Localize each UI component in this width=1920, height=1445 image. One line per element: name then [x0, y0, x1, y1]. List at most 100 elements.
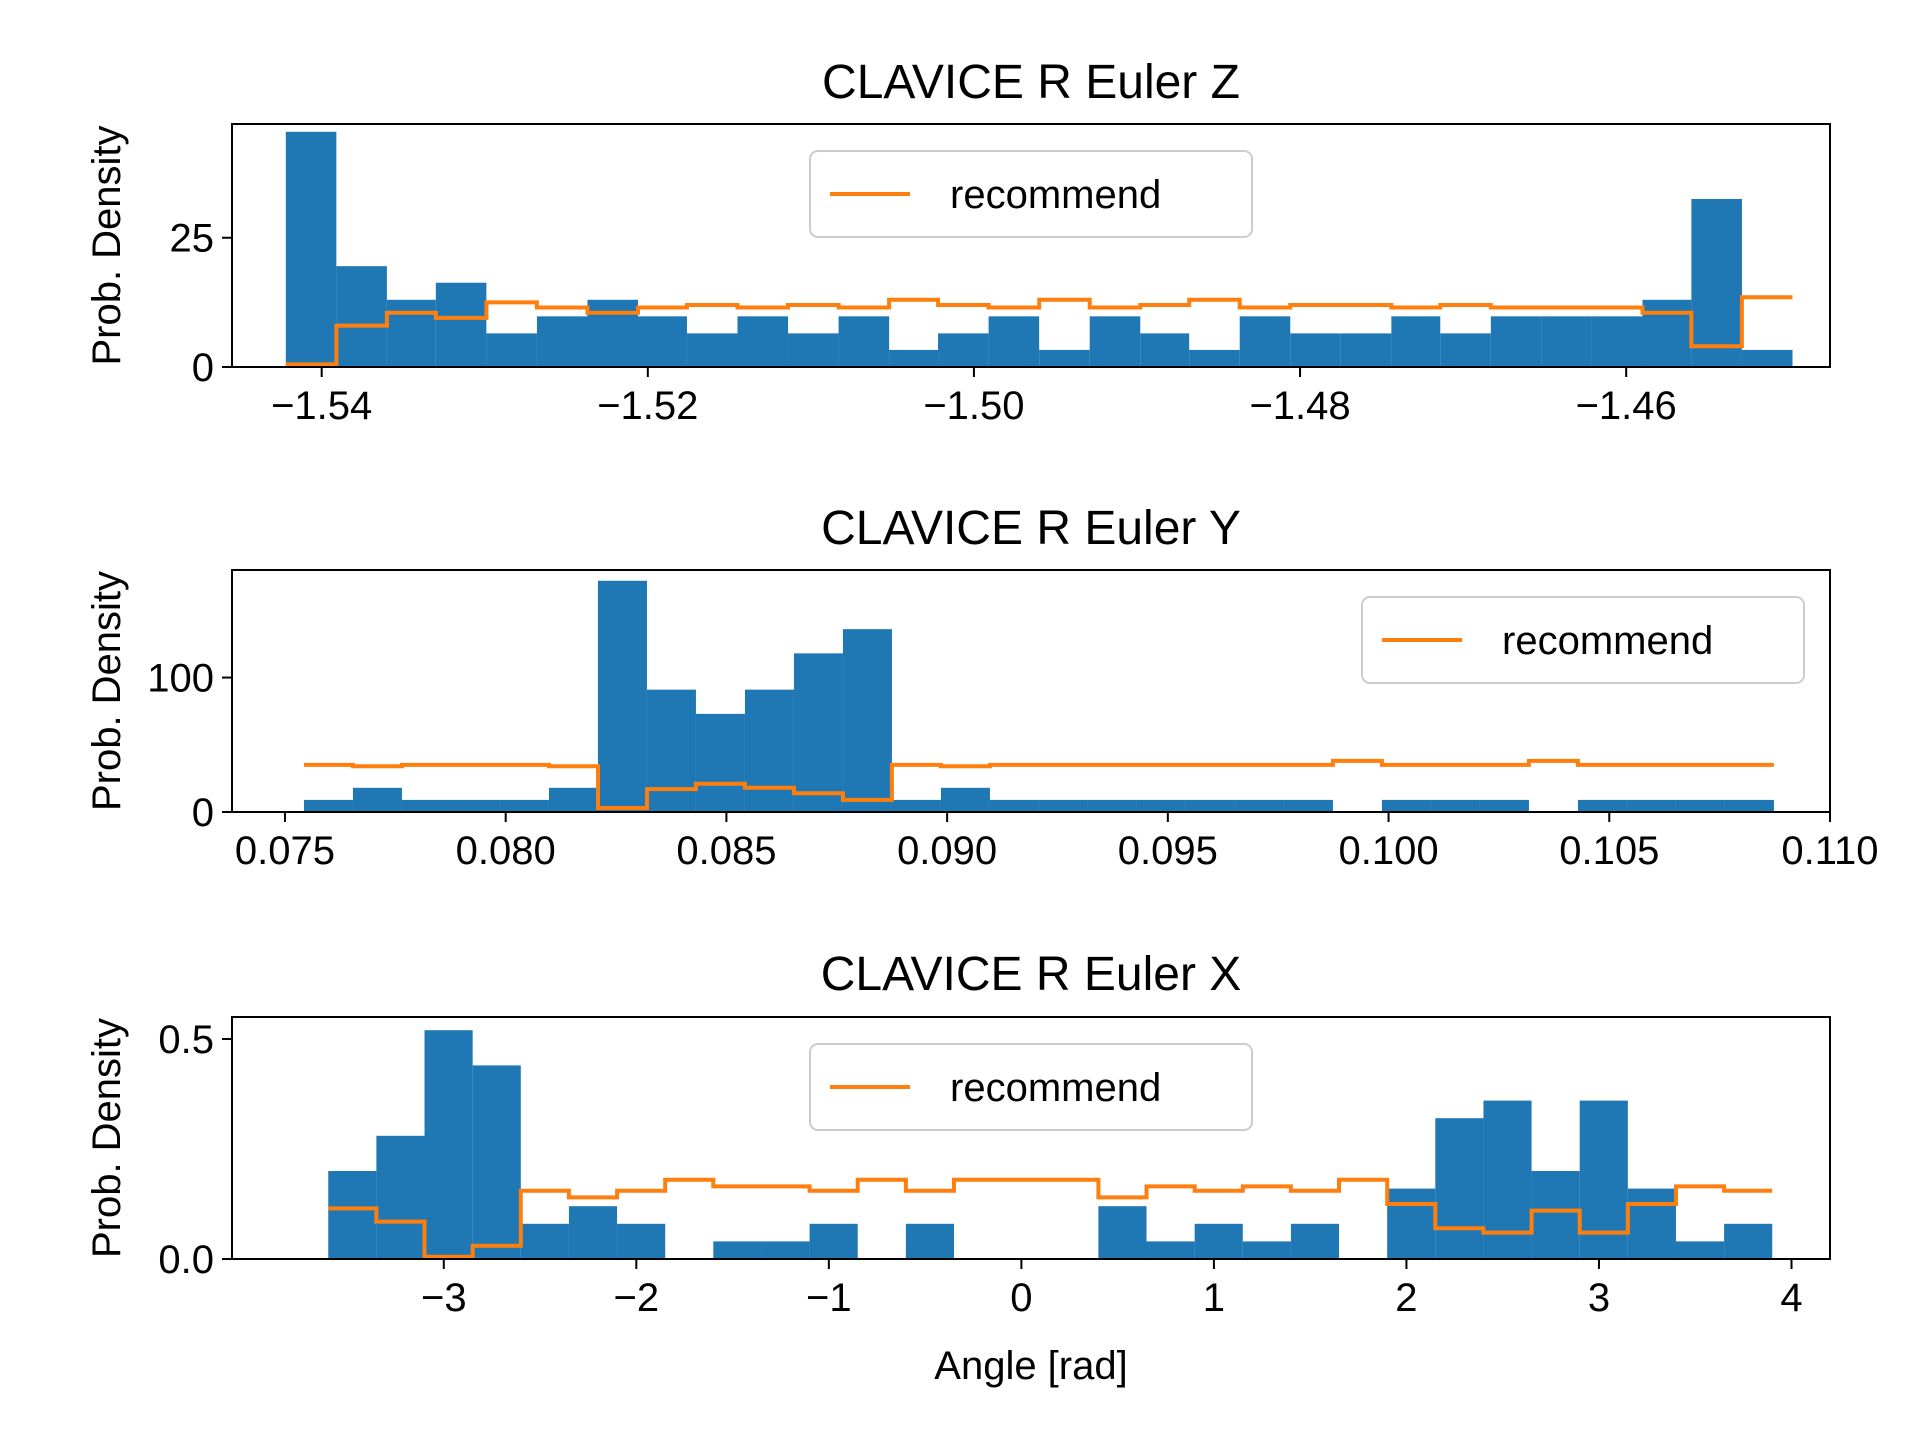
histogram-bar	[1531, 1171, 1580, 1259]
histogram-bar	[889, 349, 939, 367]
histogram-bar	[1627, 1188, 1676, 1259]
y-tick-label: 0	[192, 346, 214, 390]
histogram-bar	[376, 1135, 425, 1259]
histogram-bars	[303, 580, 1774, 812]
histogram-bar	[597, 580, 647, 812]
legend: recommend	[1361, 596, 1805, 684]
histogram-bar	[568, 1206, 618, 1259]
histogram-bar	[1136, 799, 1186, 812]
y-tick-label: 25	[170, 217, 215, 261]
histogram-bar	[1579, 1100, 1628, 1259]
histogram-bar	[1675, 799, 1725, 812]
histogram-bar	[940, 787, 990, 812]
histogram-bar	[809, 1223, 858, 1259]
chart-title: CLAVICE R Euler Z	[822, 56, 1240, 109]
histogram-bar	[1479, 799, 1529, 812]
histogram-bar	[1234, 799, 1284, 812]
legend-box	[809, 1043, 1253, 1131]
x-tick-label: 0.090	[897, 829, 997, 873]
histogram-bar	[1642, 299, 1692, 367]
x-tick-label: −1.48	[1249, 384, 1350, 428]
legend: recommend	[809, 150, 1253, 238]
histogram-bar	[520, 1223, 569, 1259]
histogram-bar	[401, 799, 451, 812]
histogram-bar	[1194, 1223, 1243, 1259]
recommend-step-line	[328, 1177, 1773, 1259]
histogram-bar	[1381, 799, 1431, 812]
axes-frame	[231, 123, 1831, 368]
x-tick-label: −1	[806, 1276, 852, 1320]
y-tick-label: 100	[147, 657, 214, 701]
histogram-bar	[1577, 799, 1627, 812]
histogram-bar	[336, 266, 387, 367]
x-tick-label: 4	[1780, 1276, 1802, 1320]
x-tick-label: −1.52	[597, 384, 698, 428]
legend-label-recommend: recommend	[1502, 619, 1713, 663]
x-tick-label: −1.50	[923, 384, 1024, 428]
histogram-bar	[1340, 333, 1392, 367]
histogram-bar	[285, 131, 337, 367]
axes-frame	[231, 1016, 1831, 1260]
y-tick-label: 0.0	[158, 1238, 214, 1282]
histogram-bar	[1741, 349, 1793, 367]
histogram-bar	[1387, 1188, 1436, 1259]
histogram-bar	[1038, 799, 1088, 812]
histogram-bar	[617, 1223, 666, 1259]
histogram-bar	[536, 316, 588, 367]
legend-label-recommend: recommend	[950, 173, 1161, 217]
histogram-bar	[328, 1171, 377, 1259]
histogram-bar	[988, 316, 1040, 367]
histogram-bar	[303, 799, 353, 812]
histogram-bar	[938, 333, 989, 367]
histogram-bar	[499, 799, 549, 812]
histogram-bar	[1089, 316, 1141, 367]
histogram-bar	[1724, 1223, 1773, 1259]
x-tick-label: 0.110	[1781, 829, 1878, 873]
histogram-bar	[891, 799, 941, 812]
legend-label-recommend: recommend	[950, 1066, 1161, 1110]
axes-frame	[231, 569, 1831, 813]
histogram-bar	[1039, 349, 1090, 367]
histogram-bar	[905, 1223, 954, 1259]
x-axis-label: Angle [rad]	[934, 1344, 1127, 1388]
histogram-bar	[352, 787, 402, 812]
histogram-bar	[638, 316, 687, 367]
histogram-bar	[435, 282, 487, 367]
histogram-bar	[1541, 316, 1592, 367]
x-tick-label: −3	[421, 1276, 467, 1320]
histogram-bar	[1087, 799, 1137, 812]
histogram-bar	[1189, 349, 1240, 367]
histogram-bar	[788, 333, 839, 367]
x-tick-label: 0.075	[235, 829, 335, 873]
y-tick-label: 0.5	[158, 1018, 214, 1062]
panel-euler-x: −3 −2 −1 0 1 2 3 4 0.0 0.5 CLAVICE R Euler X Prob. …	[85, 948, 1831, 1388]
histogram-bar	[1140, 333, 1190, 367]
y-tick-label: 0	[192, 791, 214, 835]
y-axis-label: Prob. Density	[85, 125, 129, 365]
histogram-bar	[1626, 799, 1676, 812]
y-axis-label: Prob. Density	[85, 571, 129, 811]
histogram-bar	[472, 1065, 521, 1259]
x-tick-label: −1.46	[1576, 384, 1677, 428]
histogram-bar	[587, 299, 639, 367]
histogram-bar	[424, 1030, 473, 1259]
histogram-bar	[1490, 316, 1542, 367]
panel-euler-z: −1.54 −1.52 −1.50 −1.48 −1.46 0 25 CLAVICE R Eu…	[85, 56, 1831, 428]
histogram-bar	[793, 653, 843, 812]
histogram-bar	[1691, 198, 1742, 367]
histogram-bar	[1185, 799, 1235, 812]
legend: recommend	[809, 1043, 1253, 1131]
chart-title: CLAVICE R Euler X	[821, 948, 1242, 1001]
panel-euler-y: 0.075 0.080 0.085 0.090 0.095 0.100 0.105 0.110…	[85, 502, 1879, 873]
histogram-bar	[695, 713, 745, 812]
histogram-bar	[1242, 1241, 1291, 1259]
histogram-bar	[1724, 799, 1774, 812]
histogram-bar	[1283, 799, 1333, 812]
histogram-bar	[1098, 1206, 1147, 1259]
histogram-bar	[1435, 1118, 1484, 1259]
x-tick-label: 0	[1010, 1276, 1032, 1320]
histogram-bar	[989, 799, 1039, 812]
histogram-bar	[1430, 799, 1480, 812]
